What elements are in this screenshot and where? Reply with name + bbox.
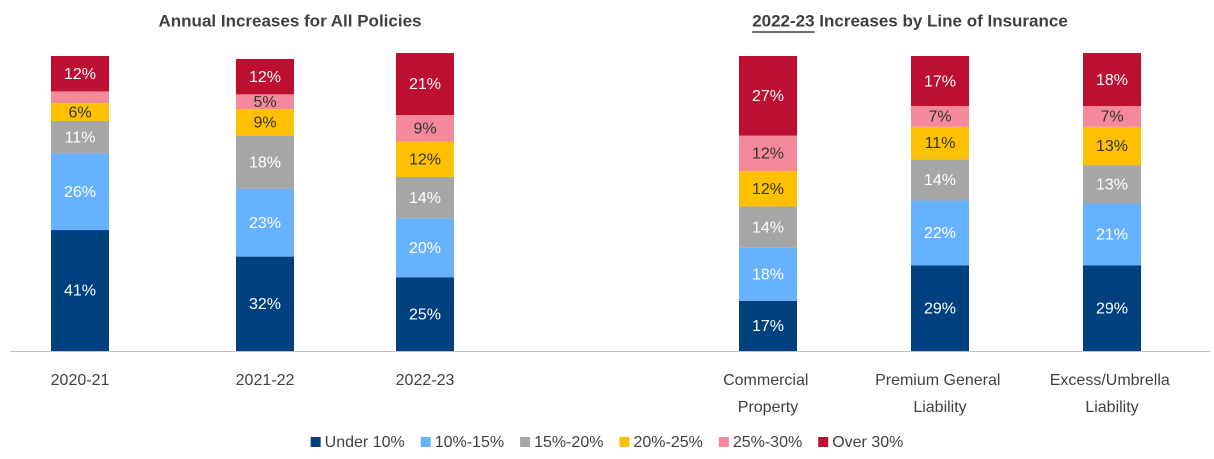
bar-segment [911,200,969,266]
bar-segment [51,153,109,231]
bar-segment [396,218,454,278]
data-label: 25% [409,306,441,323]
legend-label: 20%-25% [633,434,702,451]
data-label: 7% [928,109,951,126]
bar-segment [739,300,797,351]
bar-segment [1083,106,1141,127]
legend-label: 10%-15% [435,434,504,451]
legend-label: Under 10% [325,434,405,451]
data-label: 18% [1096,72,1128,89]
data-label: 20% [409,240,441,257]
bar-segment [51,230,109,351]
chart-title: Annual Increases for All Policies [159,11,422,30]
label-line: Liability [913,399,966,416]
x-tick-label: 2022-23 [396,372,455,389]
data-label: 22% [924,225,956,242]
data-label: 11% [65,129,96,146]
x-tick-label: Premium General Liability [875,372,1005,416]
bar-segment [51,103,109,121]
x-tick-label: Commercial Property [723,372,813,416]
legend-label: 15%-20% [534,434,603,451]
legend-label: 25%-30% [733,434,802,451]
data-label: 13% [1096,177,1128,194]
legend-label: Over 30% [832,434,903,451]
bar-segment [1083,53,1141,107]
data-label: 14% [924,172,956,189]
x-tick-label: 2021-22 [236,372,295,389]
data-label: 32% [249,296,281,313]
label-line: Liability [1085,399,1138,416]
bar-segment [396,115,454,142]
data-label: 12% [249,69,281,86]
bar-segment [1083,165,1141,204]
data-label: 17% [924,73,956,90]
data-label: 29% [924,300,956,317]
bar-segment [739,135,797,172]
label-line: Property [738,399,798,416]
bar-segment [51,56,109,92]
bar-segment [236,135,294,189]
data-label: 9% [253,115,276,132]
legend-swatch [310,437,321,447]
data-label: 18% [249,154,281,171]
data-label: 29% [1096,300,1128,317]
label-line: Premium General [875,372,1005,389]
legend-swatch [520,437,531,447]
bar-segment [1083,265,1141,351]
bar-segment [911,265,969,351]
x-tick-label: 2020-21 [51,372,110,389]
legend-swatch [420,437,431,447]
data-label: 14% [409,190,441,207]
data-label: 12% [752,146,784,163]
x-tick-label: Excess/Umbrella Liability [1050,372,1174,416]
bar-segment [236,256,294,351]
data-label: 7% [1100,109,1123,126]
bar-segment [236,94,294,110]
data-label: 9% [413,120,436,137]
bar-segment [739,171,797,207]
bar-segment [739,206,797,248]
bar-segment [1083,126,1141,166]
legend-swatch [718,437,729,447]
bar-segment [911,126,969,160]
chart-title: 2022-23 Increases by Line of Insurance [752,11,1068,30]
label-line: Excess/Umbrella [1050,372,1174,389]
bar-segment [911,106,969,127]
bar-segment [396,141,454,177]
bar-segment [739,247,797,301]
legend-swatch [818,437,829,447]
data-label: 12% [409,151,441,168]
bar-segment [739,56,797,136]
bar-segment [396,176,454,219]
data-label: 12% [64,66,96,83]
bar-segment [911,56,969,107]
data-label: 13% [1096,138,1128,155]
data-label: 27% [752,88,784,105]
bar-segment [236,188,294,257]
bar-segment [51,91,109,104]
bar-segment [1083,203,1141,266]
data-label: 11% [925,135,956,152]
bar-segment [396,277,454,351]
data-label: 6% [68,104,91,121]
bar-segment [911,159,969,201]
bar-segment [51,120,109,154]
bar-segment [396,53,454,115]
label-line: Commercial [723,372,813,389]
data-label: 5% [253,94,276,111]
bar-segment [236,58,294,95]
data-label: 12% [752,181,784,198]
data-label: 26% [64,184,96,201]
data-label: 23% [249,215,281,232]
data-label: 14% [752,219,784,236]
data-label: 18% [752,267,784,284]
data-label: 21% [1096,227,1128,244]
data-label: 17% [752,318,784,335]
legend: Under 10% 10%-15% 15%-20% 20%-25% 25%-30% Ove… [310,434,903,451]
data-label: 21% [409,76,441,93]
bar-segment [236,109,294,136]
legend-swatch [619,437,630,447]
data-label: 41% [64,283,96,300]
